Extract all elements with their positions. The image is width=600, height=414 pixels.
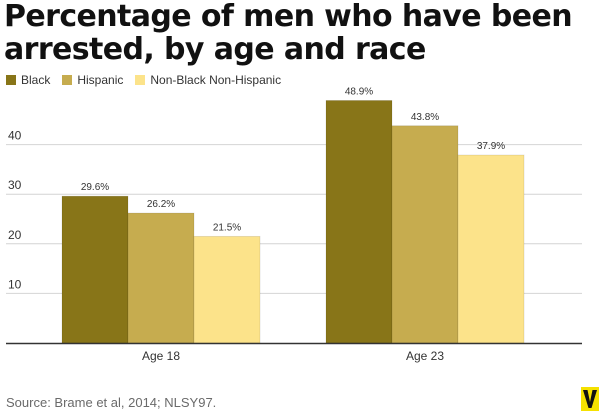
chart-title: Percentage of men who have been arrested… xyxy=(4,0,573,67)
y-tick-label-20: 20 xyxy=(8,228,22,242)
y-tick-label-10: 10 xyxy=(8,277,22,291)
bar-age-23-hispanic xyxy=(391,125,459,344)
data-label-age-23-non-black-non-hispanic: 37.9% xyxy=(477,141,505,152)
data-label-age-18-non-black-non-hispanic: 21.5% xyxy=(213,222,241,233)
data-label-age-23-black: 48.9% xyxy=(345,86,373,97)
legend-swatch-black xyxy=(6,75,16,85)
bar-age-18-black xyxy=(61,195,129,344)
x-tick-label-age-18: Age 18 xyxy=(142,349,180,363)
bar-age-18-non-black-non-hispanic xyxy=(193,235,261,344)
y-tick-label-40: 40 xyxy=(8,129,22,143)
legend-swatch-non-black-non-hispanic xyxy=(135,75,146,85)
source-note: Source: Brame et al, 2014; NLSY97. xyxy=(6,395,217,410)
legend-label-non-black-non-hispanic: Non-Black Non-Hispanic xyxy=(150,73,282,87)
data-label-age-23-hispanic: 43.8% xyxy=(411,112,439,123)
data-label-age-18-black: 29.6% xyxy=(81,182,109,193)
x-tick-label-age-23: Age 23 xyxy=(406,349,444,363)
legend: Black Hispanic Non-Black Non-Hispanic xyxy=(6,73,293,87)
vox-v-logo-icon xyxy=(581,387,599,411)
legend-item-black: Black xyxy=(6,73,50,87)
bar-age-23-non-black-non-hispanic xyxy=(457,154,525,344)
bar-age-23-black xyxy=(325,100,393,344)
bar-age-18-hispanic xyxy=(127,212,195,344)
legend-item-hispanic: Hispanic xyxy=(62,73,123,87)
legend-item-non-black-non-hispanic: Non-Black Non-Hispanic xyxy=(135,73,281,87)
legend-swatch-hispanic xyxy=(62,75,73,85)
legend-label-black: Black xyxy=(21,73,51,87)
data-label-age-18-hispanic: 26.2% xyxy=(147,199,175,210)
legend-label-hispanic: Hispanic xyxy=(77,73,124,87)
y-tick-label-30: 30 xyxy=(8,178,22,192)
